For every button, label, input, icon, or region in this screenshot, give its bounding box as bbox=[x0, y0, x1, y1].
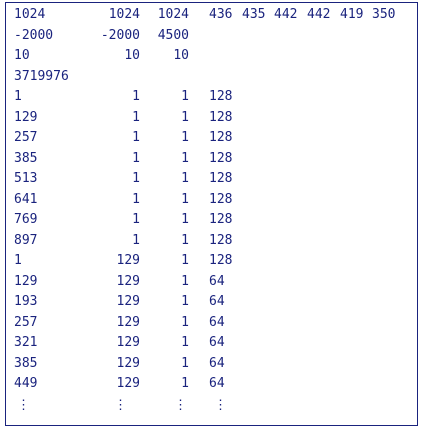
table-cell: 641 bbox=[14, 191, 38, 207]
table-cell: 1 bbox=[132, 212, 140, 227]
listing-frame: 1024 1024 1024 436 435 442 442 419 350 -… bbox=[5, 2, 418, 426]
table-cell: 129 bbox=[116, 355, 140, 371]
header-value: 436 bbox=[209, 7, 233, 22]
table-cell: 129 bbox=[116, 314, 140, 330]
table-cell: 321 bbox=[14, 335, 38, 350]
table-cell: 1 bbox=[132, 109, 140, 125]
table-cell: 128 bbox=[209, 191, 233, 207]
header-value: 10 bbox=[14, 48, 30, 63]
table-cell: 1 bbox=[181, 294, 189, 309]
table-cell: 128 bbox=[209, 89, 233, 104]
table-cell: 1 bbox=[181, 232, 189, 248]
header-value: 419 bbox=[340, 7, 364, 22]
table-cell: 128 bbox=[209, 253, 233, 268]
table-cell: 129 bbox=[14, 109, 38, 125]
table-cell: 257 bbox=[14, 314, 38, 330]
header-value: -2000 bbox=[14, 27, 54, 43]
header-value: 4500 bbox=[157, 27, 189, 43]
table-cell: 1 bbox=[181, 335, 189, 350]
header-value: 1024 bbox=[108, 7, 140, 22]
table-cell: 1 bbox=[181, 130, 189, 145]
table-cell: 64 bbox=[209, 294, 225, 309]
table-cell: 128 bbox=[209, 232, 233, 248]
table-cell: 1 bbox=[181, 171, 189, 186]
table-cell: 1 bbox=[132, 191, 140, 207]
table-cell: 64 bbox=[209, 314, 225, 330]
table-cell: 1 bbox=[181, 191, 189, 207]
table-cell: 64 bbox=[209, 335, 225, 350]
table-cell: 129 bbox=[14, 273, 38, 289]
header-value: -2000 bbox=[100, 27, 140, 43]
vertical-ellipsis: ⋮ bbox=[17, 398, 30, 413]
table-cell: 1 bbox=[181, 212, 189, 227]
table-cell: 449 bbox=[14, 376, 38, 391]
table-cell: 128 bbox=[209, 171, 233, 186]
vertical-ellipsis: ⋮ bbox=[174, 398, 187, 413]
table-cell: 129 bbox=[116, 273, 140, 289]
header-value: 1024 bbox=[14, 7, 46, 22]
table-cell: 1 bbox=[132, 232, 140, 248]
table-cell: 897 bbox=[14, 232, 38, 248]
table-cell: 385 bbox=[14, 355, 38, 371]
table-cell: 193 bbox=[14, 294, 38, 309]
table-cell: 1 bbox=[181, 150, 189, 166]
table-cell: 1 bbox=[181, 109, 189, 125]
table-cell: 1 bbox=[132, 150, 140, 166]
table-cell: 1 bbox=[14, 253, 22, 268]
header-value: 10 bbox=[124, 48, 140, 63]
header-value: 442 bbox=[307, 7, 331, 22]
table-cell: 257 bbox=[14, 130, 38, 145]
header-value: 10 bbox=[173, 48, 189, 63]
table-cell: 64 bbox=[209, 273, 225, 289]
table-cell: 129 bbox=[116, 253, 140, 268]
table-cell: 128 bbox=[209, 150, 233, 166]
table-cell: 385 bbox=[14, 150, 38, 166]
table-cell: 1 bbox=[181, 89, 189, 104]
header-value: 350 bbox=[372, 7, 396, 22]
table-cell: 1 bbox=[181, 314, 189, 330]
table-cell: 1 bbox=[181, 253, 189, 268]
header-value: 1024 bbox=[157, 7, 189, 22]
vertical-ellipsis: ⋮ bbox=[114, 398, 127, 413]
table-cell: 1 bbox=[181, 273, 189, 289]
table-cell: 1 bbox=[132, 171, 140, 186]
vertical-ellipsis: ⋮ bbox=[214, 398, 227, 413]
table-cell: 128 bbox=[209, 130, 233, 145]
header-value: 435 bbox=[242, 7, 266, 22]
table-cell: 1 bbox=[132, 89, 140, 104]
header-value: 442 bbox=[274, 7, 298, 22]
table-cell: 64 bbox=[209, 376, 225, 391]
table-cell: 1 bbox=[181, 355, 189, 371]
table-cell: 1 bbox=[132, 130, 140, 145]
table-cell: 129 bbox=[116, 294, 140, 309]
table-cell: 129 bbox=[116, 335, 140, 350]
table-cell: 128 bbox=[209, 109, 233, 125]
table-cell: 128 bbox=[209, 212, 233, 227]
table-cell: 769 bbox=[14, 212, 38, 227]
table-cell: 513 bbox=[14, 171, 38, 186]
table-cell: 1 bbox=[14, 89, 22, 104]
table-cell: 64 bbox=[209, 355, 225, 371]
table-cell: 129 bbox=[116, 376, 140, 391]
header-value: 3719976 bbox=[14, 68, 69, 84]
table-cell: 1 bbox=[181, 376, 189, 391]
